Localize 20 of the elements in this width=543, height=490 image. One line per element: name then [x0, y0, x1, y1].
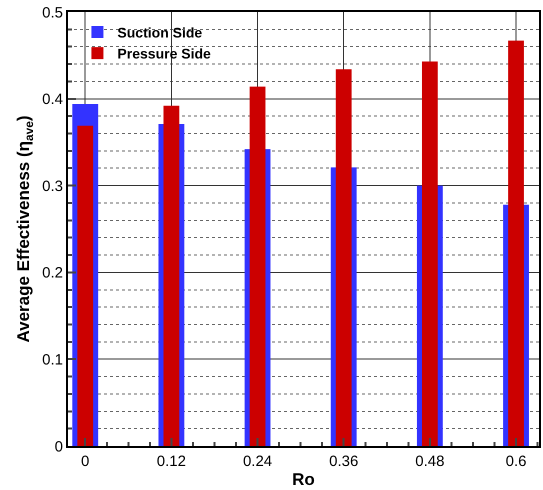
- bar: [336, 69, 352, 446]
- y-tick-label: 0: [54, 438, 63, 456]
- x-tick-label: 0.6: [506, 453, 526, 470]
- y-tick-label: 0.1: [42, 351, 63, 368]
- y-tick-label: 0.5: [42, 4, 63, 22]
- bar: [163, 106, 180, 446]
- x-tick-label: 0.36: [329, 453, 358, 470]
- bar: [77, 126, 94, 446]
- y-tick-label: 0.2: [42, 264, 63, 282]
- bar: [508, 40, 524, 446]
- x-tick-label: 0.24: [242, 453, 272, 470]
- y-tick-label: 0.3: [42, 178, 63, 195]
- bar: [422, 61, 438, 446]
- legend-label: Suction Side: [117, 24, 202, 40]
- x-tick-label: 0: [81, 453, 90, 470]
- x-tick-label: 0.48: [415, 453, 444, 470]
- y-tick-label: 0.4: [42, 91, 63, 108]
- x-axis-title: Ro: [292, 470, 315, 489]
- x-tick-label: 0.12: [156, 453, 186, 470]
- bar: [250, 86, 266, 446]
